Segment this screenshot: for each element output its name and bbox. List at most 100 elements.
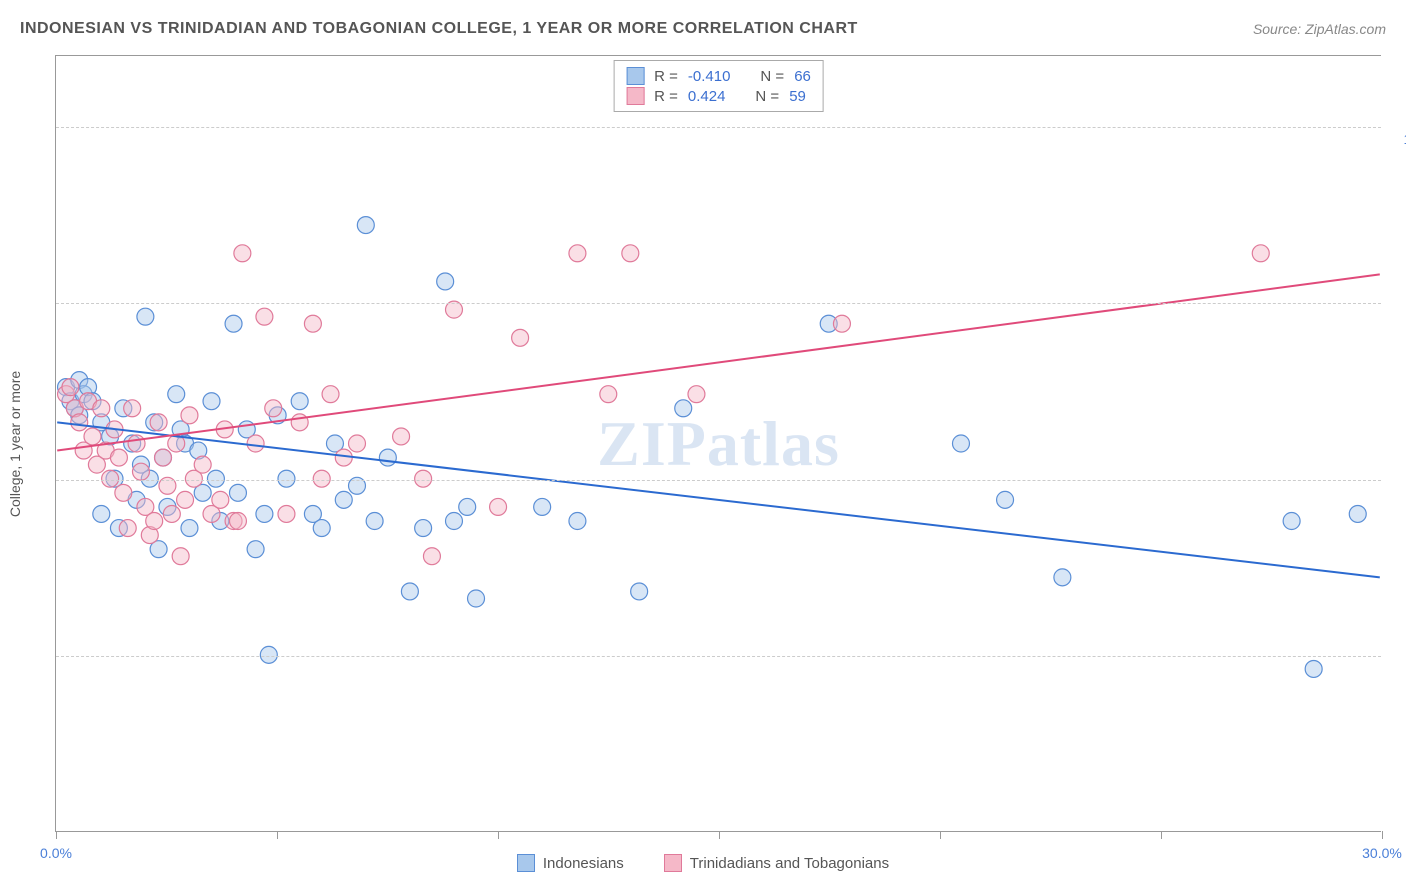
data-point: [84, 428, 101, 445]
data-point: [1349, 505, 1366, 522]
data-point: [181, 407, 198, 424]
data-point: [569, 513, 586, 530]
data-point: [203, 393, 220, 410]
data-point: [229, 513, 246, 530]
x-tick: [940, 831, 941, 839]
stats-r-label: R =: [654, 88, 678, 105]
plot-area: ZIPatlas R =-0.410N =66R =0.424N =59 25.…: [55, 55, 1381, 832]
plot-container: College, 1 year or more ZIPatlas R =-0.4…: [55, 55, 1381, 832]
data-point: [115, 484, 132, 501]
data-point: [313, 470, 330, 487]
data-point: [322, 386, 339, 403]
data-point: [212, 491, 229, 508]
data-point: [256, 505, 273, 522]
legend-swatch-icon: [626, 67, 644, 85]
data-point: [234, 245, 251, 262]
data-point: [291, 414, 308, 431]
gridline: [56, 656, 1381, 657]
y-axis-title: College, 1 year or more: [7, 370, 23, 516]
data-point: [194, 456, 211, 473]
data-point: [1283, 513, 1300, 530]
y-tick-label: 75.0%: [1391, 307, 1406, 323]
stats-row: R = 0.424 N = 59: [626, 87, 811, 105]
data-point: [256, 308, 273, 325]
data-point: [163, 505, 180, 522]
data-point: [379, 449, 396, 466]
x-tick: [277, 831, 278, 839]
x-tick: [1382, 831, 1383, 839]
data-point: [102, 470, 119, 487]
trend-line: [57, 274, 1380, 450]
data-point: [401, 583, 418, 600]
data-point: [675, 400, 692, 417]
legend-swatch-icon: [664, 854, 682, 872]
data-point: [446, 513, 463, 530]
stats-n-value: 59: [789, 88, 806, 105]
data-point: [357, 217, 374, 234]
data-point: [512, 329, 529, 346]
data-point: [423, 548, 440, 565]
data-point: [207, 470, 224, 487]
y-tick-label: 25.0%: [1391, 660, 1406, 676]
source-attribution: Source: ZipAtlas.com: [1253, 21, 1386, 37]
data-point: [150, 414, 167, 431]
data-point: [1252, 245, 1269, 262]
data-point: [265, 400, 282, 417]
legend-swatch-icon: [517, 854, 535, 872]
stats-legend-box: R = -0.410 N = 66 R = 0.424 N = 59: [613, 60, 824, 112]
data-point: [110, 449, 127, 466]
data-point: [62, 379, 79, 396]
data-point: [335, 491, 352, 508]
x-tick: [1161, 831, 1162, 839]
data-point: [366, 513, 383, 530]
data-point: [278, 505, 295, 522]
data-point: [437, 273, 454, 290]
legend-label: Trinidadians and Tobagonians: [690, 855, 889, 872]
data-point: [168, 386, 185, 403]
data-point: [247, 435, 264, 452]
gridline: [56, 303, 1381, 304]
data-point: [247, 541, 264, 558]
data-point: [155, 449, 172, 466]
data-point: [124, 400, 141, 417]
stats-r-value: -0.410: [688, 68, 731, 85]
bottom-legend: Indonesians Trinidadians and Tobagonians: [0, 854, 1406, 872]
stats-row: R =-0.410N =66: [626, 67, 811, 85]
data-point: [181, 520, 198, 537]
data-point: [260, 646, 277, 663]
stats-n-label: N =: [755, 88, 779, 105]
data-point: [177, 491, 194, 508]
data-point: [128, 435, 145, 452]
data-point: [468, 590, 485, 607]
data-point: [304, 315, 321, 332]
data-point: [622, 245, 639, 262]
stats-r-value: 0.424: [688, 88, 726, 105]
data-point: [291, 393, 308, 410]
data-point: [93, 400, 110, 417]
scatter-svg: [56, 56, 1381, 831]
stats-n-value: 66: [794, 68, 811, 85]
legend-item-series1: Indonesians: [517, 854, 624, 872]
x-tick: [56, 831, 57, 839]
data-point: [349, 435, 366, 452]
data-point: [415, 520, 432, 537]
y-tick-label: 100.0%: [1391, 131, 1406, 147]
data-point: [278, 470, 295, 487]
gridline: [56, 480, 1381, 481]
data-point: [459, 498, 476, 515]
legend-swatch-icon: [626, 87, 644, 105]
data-point: [393, 428, 410, 445]
data-point: [600, 386, 617, 403]
gridline: [56, 127, 1381, 128]
data-point: [631, 583, 648, 600]
data-point: [225, 315, 242, 332]
data-point: [93, 505, 110, 522]
legend-label: Indonesians: [543, 855, 624, 872]
data-point: [229, 484, 246, 501]
data-point: [569, 245, 586, 262]
data-point: [313, 520, 330, 537]
stats-n-label: N =: [760, 68, 784, 85]
data-point: [137, 308, 154, 325]
data-point: [688, 386, 705, 403]
chart-title: INDONESIAN VS TRINIDADIAN AND TOBAGONIAN…: [20, 20, 858, 38]
